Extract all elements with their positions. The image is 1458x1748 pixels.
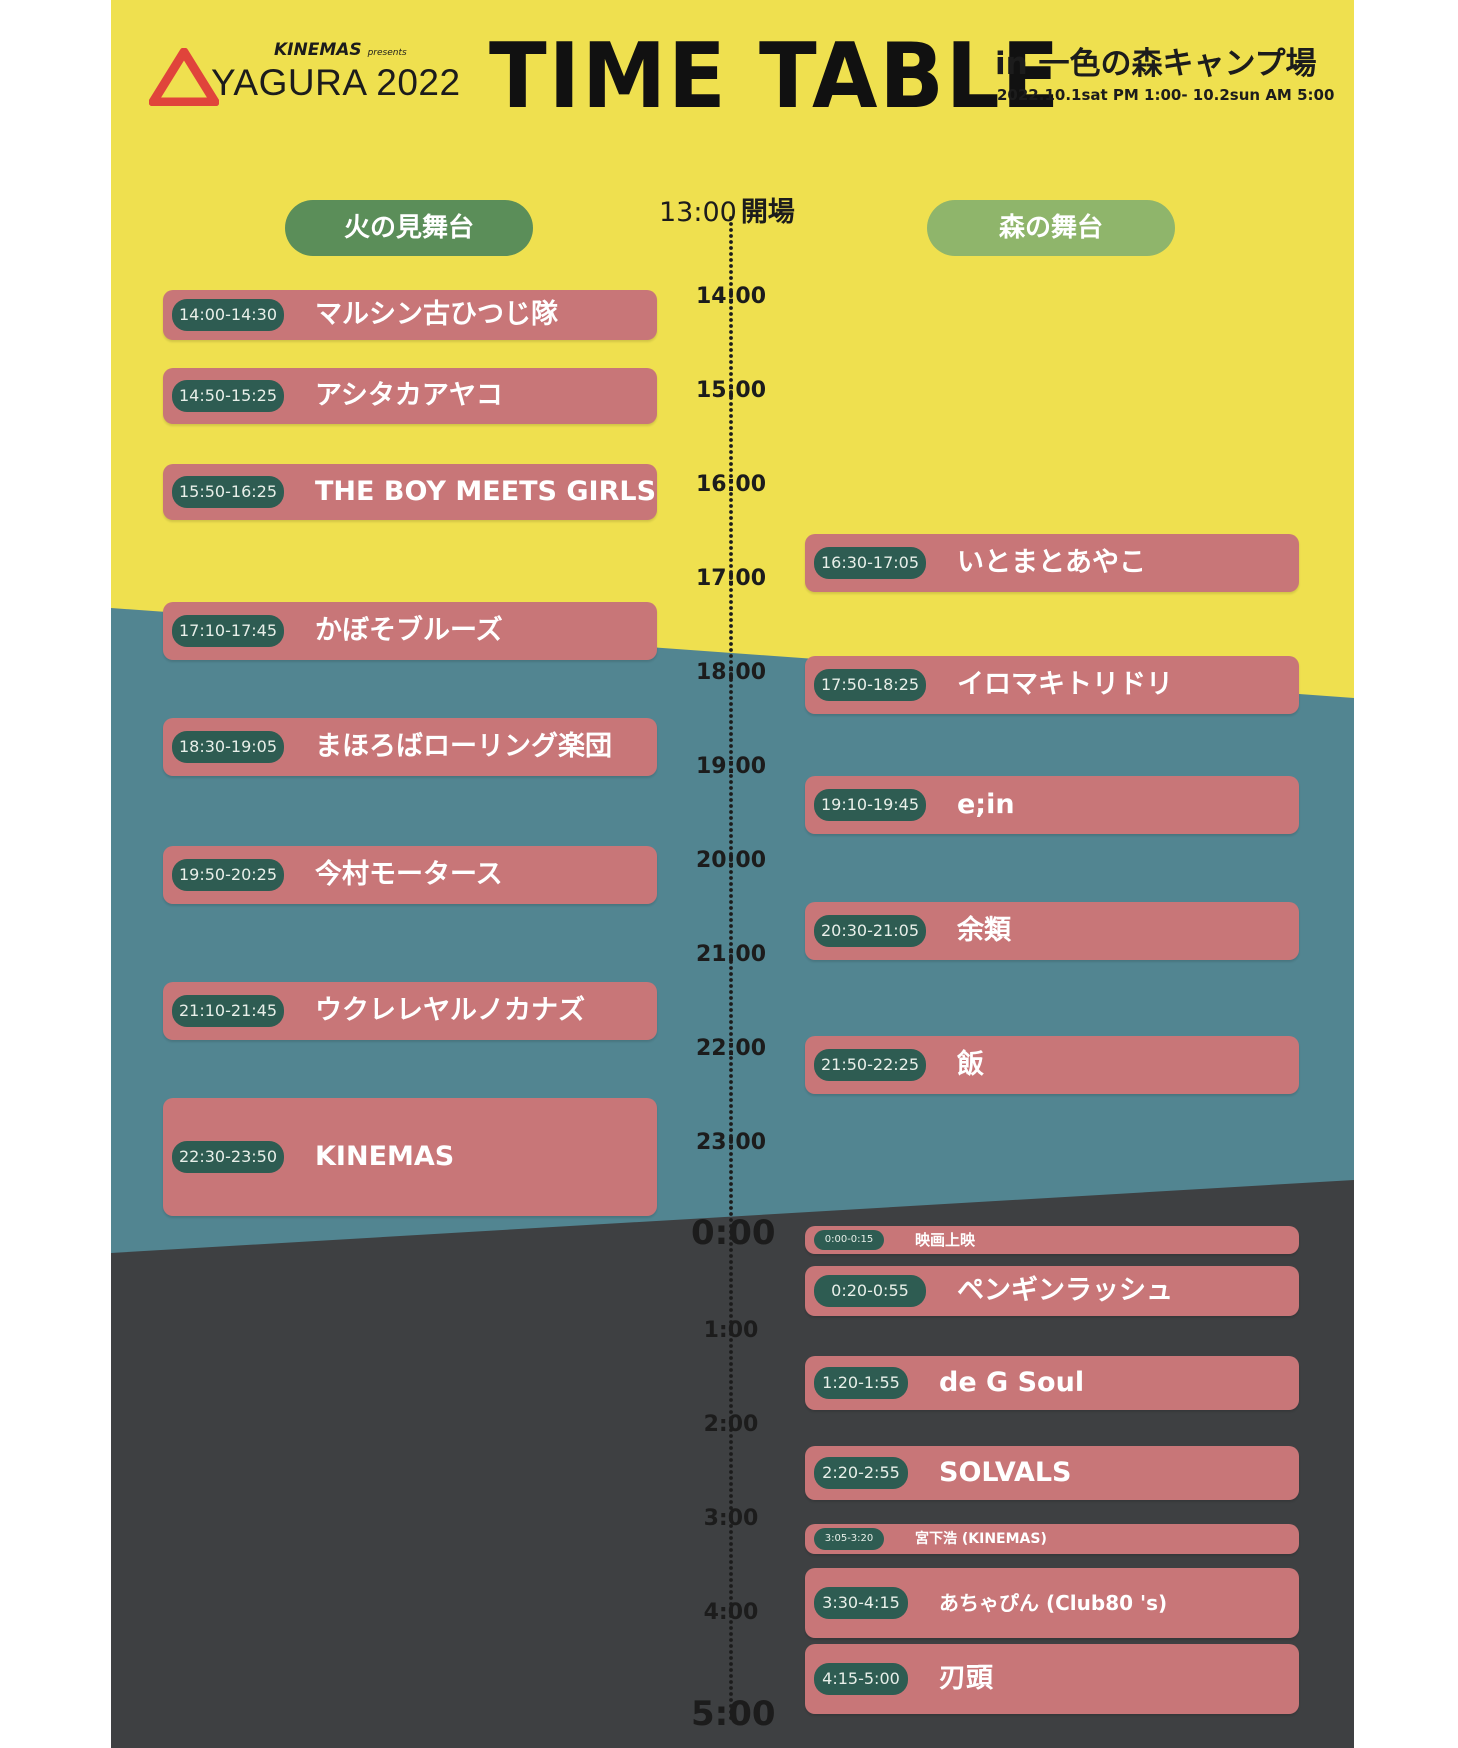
stage-right-label: 森の舞台 (927, 200, 1175, 256)
performance-slot: 19:50-20:25 今村モータース (163, 846, 657, 904)
doors-open-time: 13:00 開場 (659, 190, 795, 229)
performance-slot: 2:20-2:55 SOLVALS (805, 1446, 1299, 1500)
presenter-label: KINEMAS presents (274, 40, 407, 60)
act-name: de G Soul (939, 1366, 1085, 1398)
act-name: ペンギンラッシュ (957, 1274, 1173, 1306)
performance-slot: 0:00-0:15 映画上映 (805, 1226, 1299, 1254)
hour-marker: 5:00 (691, 1694, 776, 1734)
performance-slot: 14:00-14:30 マルシン古ひつじ隊 (163, 290, 657, 340)
event-dates: 2022.10.1sat PM 1:00- 10.2sun AM 5:00 (997, 86, 1335, 104)
hour-marker: 23:00 (695, 1130, 767, 1155)
venue-label: in 一色の森キャンプ場 (995, 46, 1317, 82)
time-badge: 22:30-23:50 (172, 1141, 284, 1173)
festival-name: YAGURA 2022 (211, 62, 461, 103)
performance-slot: 21:10-21:45 ウクレレヤルノカナズ (163, 982, 657, 1040)
performance-slot: 17:50-18:25 イロマキトリドリ (805, 656, 1299, 714)
act-name: ウクレレヤルノカナズ (315, 994, 585, 1026)
time-badge: 4:15-5:00 (814, 1663, 908, 1695)
act-name: あちゃぴん (Club80 's) (939, 1591, 1168, 1615)
time-badge: 15:50-16:25 (172, 476, 284, 508)
act-name: マルシン古ひつじ隊 (315, 298, 558, 330)
open-time-value: 13:00 (659, 197, 737, 228)
hour-marker: 0:00 (691, 1213, 776, 1253)
time-badge: 3:05-3:20 (814, 1528, 884, 1550)
time-badge: 19:10-19:45 (814, 789, 926, 821)
timetable-poster: KINEMAS presents YAGURA 2022 TIME TABLE … (111, 0, 1354, 1748)
time-badge: 14:50-15:25 (172, 380, 284, 412)
hour-marker: 1:00 (703, 1318, 759, 1343)
hour-marker: 17:00 (695, 566, 767, 591)
performance-slot: 16:30-17:05 いとまとあやこ (805, 534, 1299, 592)
act-name: 余類 (957, 914, 1011, 946)
time-badge: 17:50-18:25 (814, 669, 926, 701)
act-name: 刃頭 (939, 1662, 993, 1694)
performance-slot: 3:05-3:20 宮下浩 (KINEMAS) (805, 1524, 1299, 1554)
timeline-dotted-line (729, 216, 733, 1720)
time-badge: 20:30-21:05 (814, 915, 926, 947)
hour-marker: 4:00 (703, 1600, 759, 1625)
time-badge: 0:00-0:15 (814, 1230, 884, 1250)
page-title: TIME TABLE (489, 24, 1062, 129)
hour-marker: 15:00 (695, 378, 767, 403)
time-badge: 16:30-17:05 (814, 547, 926, 579)
act-name: アシタカアヤコ (315, 379, 503, 411)
performance-slot: 19:10-19:45 e;in (805, 776, 1299, 834)
performance-slot: 18:30-19:05 まほろばローリング楽団 (163, 718, 657, 776)
stage-left-label: 火の見舞台 (285, 200, 533, 256)
time-badge: 14:00-14:30 (172, 299, 284, 331)
open-label: 開場 (740, 197, 795, 228)
act-name: 映画上映 (915, 1231, 976, 1249)
time-badge: 21:10-21:45 (172, 995, 284, 1027)
time-badge: 21:50-22:25 (814, 1049, 926, 1081)
hour-marker: 3:00 (703, 1506, 759, 1531)
act-name: 飯 (957, 1048, 984, 1080)
time-badge: 0:20-0:55 (814, 1275, 926, 1307)
performance-slot: 0:20-0:55 ペンギンラッシュ (805, 1266, 1299, 1316)
performance-slot: 22:30-23:50 KINEMAS (163, 1098, 657, 1216)
performance-slot: 3:30-4:15 あちゃぴん (Club80 's) (805, 1568, 1299, 1638)
hour-marker: 14:00 (695, 284, 767, 309)
act-name: e;in (957, 788, 1015, 820)
performance-slot: 1:20-1:55 de G Soul (805, 1356, 1299, 1410)
time-badge: 18:30-19:05 (172, 731, 284, 763)
act-name: まほろばローリング楽団 (315, 730, 612, 762)
time-badge: 1:20-1:55 (814, 1367, 908, 1399)
hour-marker: 22:00 (695, 1036, 767, 1061)
time-badge: 19:50-20:25 (172, 859, 284, 891)
act-name: いとまとあやこ (957, 546, 1146, 578)
performance-slot: 20:30-21:05 余類 (805, 902, 1299, 960)
act-name: KINEMAS (315, 1140, 455, 1172)
performance-slot: 4:15-5:00 刃頭 (805, 1644, 1299, 1714)
time-badge: 3:30-4:15 (814, 1587, 908, 1619)
hour-marker: 18:00 (695, 660, 767, 685)
act-name: かぼそブルーズ (315, 614, 503, 646)
act-name: イロマキトリドリ (957, 668, 1173, 700)
time-badge: 17:10-17:45 (172, 615, 284, 647)
performance-slot: 17:10-17:45 かぼそブルーズ (163, 602, 657, 660)
act-name: 今村モータース (315, 858, 503, 890)
hour-marker: 20:00 (695, 848, 767, 873)
time-badge: 2:20-2:55 (814, 1457, 908, 1489)
performance-slot: 15:50-16:25 THE BOY MEETS GIRLS (163, 464, 657, 520)
act-name: 宮下浩 (KINEMAS) (915, 1530, 1047, 1547)
act-name: SOLVALS (939, 1456, 1072, 1488)
hour-marker: 16:00 (695, 472, 767, 497)
hour-marker: 19:00 (695, 754, 767, 779)
hour-marker: 2:00 (703, 1412, 759, 1437)
hour-marker: 21:00 (695, 942, 767, 967)
performance-slot: 14:50-15:25 アシタカアヤコ (163, 368, 657, 424)
performance-slot: 21:50-22:25 飯 (805, 1036, 1299, 1094)
yagura-logo-icon (149, 48, 219, 106)
act-name: THE BOY MEETS GIRLS (315, 475, 657, 507)
